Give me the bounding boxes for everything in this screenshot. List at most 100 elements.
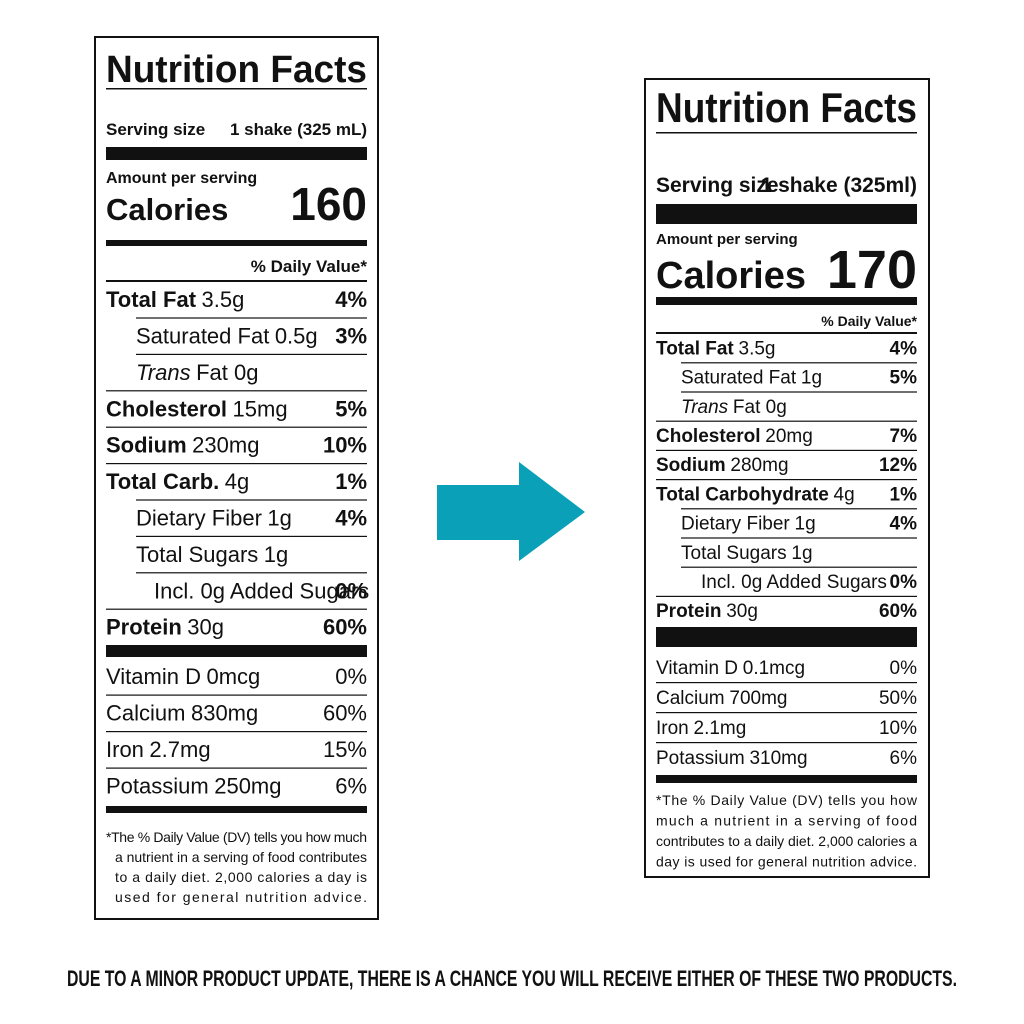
rule: [106, 645, 367, 657]
vitamin-row: Potassium 250mg: [106, 774, 282, 799]
calories-label: Calories: [656, 255, 806, 297]
nutrient-name: Potassium: [106, 774, 209, 799]
footnote-line: a nutrient in a serving of food contribu…: [115, 849, 367, 865]
daily-value: 60%: [323, 615, 367, 640]
daily-value: 60%: [879, 601, 917, 622]
nutrient-row: Incl. 0g Added Sugars: [701, 572, 887, 593]
nutrient-name: Saturated Fat: [136, 324, 269, 349]
rule: [656, 479, 917, 481]
nutrient-amount: 230mg: [192, 433, 259, 458]
nutrient-name: Incl. 0g Added Sugars: [701, 572, 887, 593]
nutrient-amount: 15mg: [233, 396, 288, 421]
nutrient-row: Sodium 280mg: [656, 455, 789, 476]
footnote-line: much a nutrient in a serving of food: [656, 813, 917, 829]
nutrient-name: Trans: [136, 360, 191, 385]
daily-value: 4%: [890, 514, 918, 535]
rule: [656, 132, 917, 134]
nutrient-row: Total Fat 3.5g: [656, 338, 776, 359]
rule: [106, 806, 367, 813]
arrow: [437, 462, 585, 561]
nutrient-name: Total Sugars: [681, 543, 787, 564]
nutrient-name: Dietary Fiber: [681, 514, 790, 535]
nutrient-row: Cholesterol 15mg: [106, 396, 288, 421]
nutrient-name: Protein: [656, 601, 721, 622]
rule: [136, 535, 367, 537]
rule: [656, 449, 917, 451]
daily-value: 6%: [890, 748, 918, 769]
nutrient-name: Calcium: [106, 701, 185, 726]
rule: [681, 537, 917, 539]
rule: [136, 572, 367, 574]
nutrient-amount: 700mg: [729, 688, 787, 709]
nutrient-row: Cholesterol 20mg: [656, 426, 813, 447]
rule: [656, 595, 917, 597]
daily-value: 0%: [335, 664, 367, 689]
nutrient-amount: 1g: [801, 368, 822, 389]
daily-value: 10%: [879, 718, 917, 739]
rule: [656, 420, 917, 422]
vitamin-row: Calcium 700mg: [656, 688, 787, 709]
nutrient-amount: 4g: [225, 469, 249, 494]
nutrient-name: Sodium: [656, 455, 726, 476]
nutrient-name: Total Carb.: [106, 469, 219, 494]
rule: [681, 391, 917, 393]
nutrient-name: Cholesterol: [106, 396, 227, 421]
nutrient-amount: 2.7mg: [149, 737, 210, 762]
rule: [136, 353, 367, 355]
rule: [656, 332, 917, 334]
nutrient-amount: 3.5g: [739, 338, 776, 359]
nutrient-name: Sodium: [106, 433, 187, 458]
nutrient-name: Cholesterol: [656, 426, 761, 447]
nutrient-name: Total Fat: [656, 338, 734, 359]
nutrient-amount: 830mg: [191, 701, 258, 726]
nutrient-row: Protein 30g: [106, 615, 224, 640]
nutrient-name: Calcium: [656, 688, 725, 709]
rule: [106, 426, 367, 428]
nutrient-amount: 0.5g: [275, 324, 318, 349]
nutrient-name: Potassium: [656, 748, 745, 769]
serving-size: 1 shake (325ml): [761, 174, 917, 197]
nutrient-amount: 2.1mg: [694, 718, 747, 739]
nutrient-amount: 310mg: [749, 748, 807, 769]
daily-value: 12%: [879, 455, 917, 476]
daily-value: 50%: [879, 688, 917, 709]
rule: [136, 499, 367, 501]
nutrient-amount: Fat 0g: [196, 360, 258, 385]
daily-value: 0%: [890, 658, 918, 679]
notice: DUE TO A MINOR PRODUCT UPDATE, THERE IS …: [67, 966, 957, 991]
footnote-line: *The % Daily Value (DV) tells you how mu…: [106, 829, 367, 845]
daily-value: 4%: [335, 506, 367, 531]
nutrient-row: Sodium 230mg: [106, 433, 259, 458]
rule: [656, 627, 917, 647]
rule: [106, 390, 367, 392]
daily-value: 5%: [335, 396, 367, 421]
daily-value: 1%: [890, 484, 918, 505]
nutrient-name: Iron: [656, 718, 689, 739]
daily-value: 7%: [890, 426, 918, 447]
rule: [106, 88, 367, 90]
vitamin-row: Vitamin D 0.1mcg: [656, 658, 805, 679]
vitamin-row: Vitamin D 0mcg: [106, 664, 260, 689]
rule: [136, 317, 367, 319]
nutrient-row: Dietary Fiber 1g: [681, 514, 816, 535]
nutrient-amount: Fat 0g: [733, 397, 787, 418]
rule: [106, 463, 367, 465]
amount-per-serving: Amount per serving: [106, 170, 257, 187]
calories-label: Calories: [106, 192, 228, 227]
rule: [681, 508, 917, 510]
serving-label: Serving size: [656, 174, 779, 197]
label-box: [94, 36, 379, 920]
rule: [656, 297, 917, 305]
calories: 160: [290, 178, 367, 230]
rule: [656, 682, 917, 684]
vitamin-row: Iron 2.1mg: [656, 718, 746, 739]
dv-header: % Daily Value*: [821, 313, 917, 329]
nutrient-amount: 1g: [791, 543, 812, 564]
rule: [656, 204, 917, 224]
label-title: Nutrition Facts: [106, 49, 367, 91]
footnote-line: to a daily diet. 2,000 calories a day is: [115, 869, 367, 885]
nutrient-name: Dietary Fiber: [136, 506, 262, 531]
calories: 170: [827, 240, 917, 300]
serving-size: 1 shake (325 mL): [230, 120, 367, 139]
